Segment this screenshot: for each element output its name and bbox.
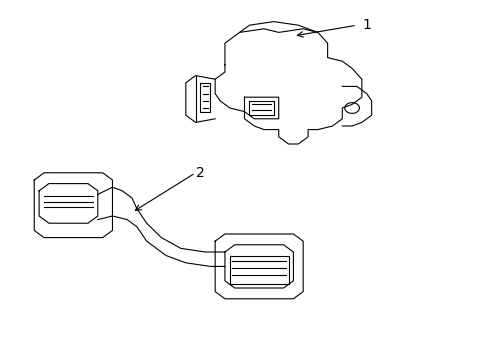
- Text: 1: 1: [362, 18, 370, 32]
- Text: 2: 2: [196, 166, 204, 180]
